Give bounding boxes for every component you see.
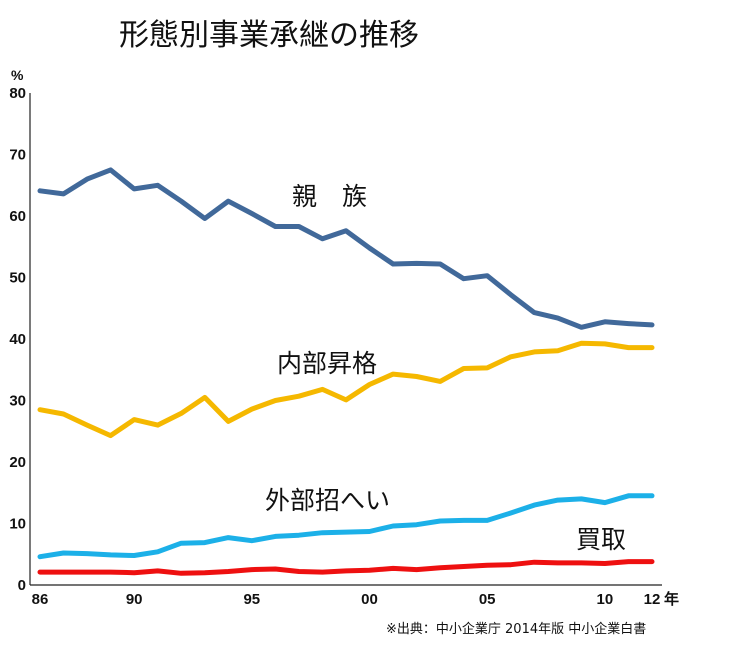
x-tick-label: 95: [243, 591, 260, 608]
series-label-gaibu-shohei: 外部招へい: [265, 486, 390, 515]
y-tick-label: 70: [9, 147, 26, 164]
series-line-2: [37, 493, 655, 560]
y-axis-unit-label: %: [11, 67, 24, 83]
series-line-0: [37, 167, 655, 330]
x-tick-label: 12: [644, 591, 661, 608]
chart-title: 形態別事業承継の推移: [119, 18, 419, 53]
x-tick-label: 05: [479, 591, 496, 608]
y-tick-label: 60: [9, 208, 26, 225]
y-tick-label: 80: [9, 85, 26, 102]
y-tick-label: 50: [9, 270, 26, 287]
series-label-kinzoku: 親 族: [292, 182, 367, 211]
y-tick-label: 20: [9, 454, 26, 471]
series-label-naibu-shokaku: 内部昇格: [277, 349, 377, 378]
y-tick-label: 10: [9, 516, 26, 533]
series-line-3: [37, 559, 655, 576]
y-tick-label: 40: [9, 331, 26, 348]
x-tick-label: 10: [597, 591, 614, 608]
source-note: ※出典：中小企業庁 2014年版 中小企業白書: [386, 621, 646, 637]
x-tick-label: 90: [126, 591, 143, 608]
x-tick-label: 00: [361, 591, 378, 608]
x-axis-unit-label: 年: [664, 590, 679, 608]
series-label-kaitori: 買取: [576, 525, 626, 554]
y-tick-label: 30: [9, 393, 26, 410]
series-lines: [37, 167, 655, 576]
y-tick-label: 0: [18, 577, 26, 594]
x-tick-label: 86: [32, 591, 49, 608]
series-line-1: [37, 340, 655, 439]
x-axis-ticks: 86 90 95 00 05 10 12: [32, 591, 661, 608]
y-axis-ticks: 0 10 20 30 40 50 60 70 80: [9, 85, 26, 594]
